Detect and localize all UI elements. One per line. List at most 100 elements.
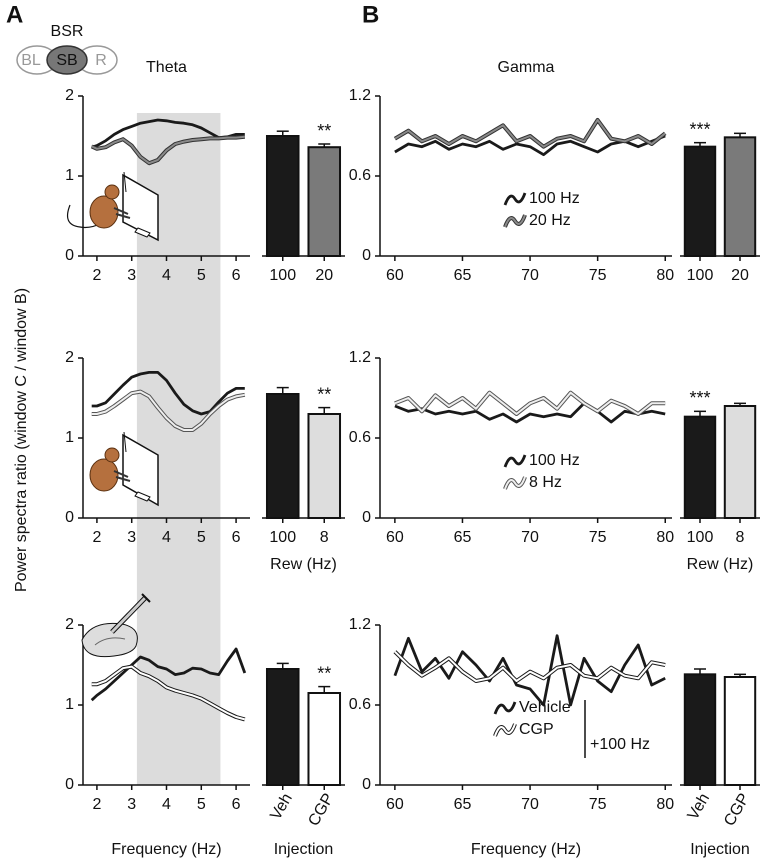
y-tick-label: 0.6 [349, 429, 371, 446]
series-line [394, 401, 666, 424]
series-line-inner [394, 119, 666, 148]
x-tick-label: 5 [197, 267, 206, 284]
y-tick-label: 0.6 [349, 167, 371, 184]
bar [683, 415, 717, 519]
x-tick-label: 4 [162, 267, 171, 284]
y-tick-label: 1 [65, 429, 74, 446]
x-axis-label: Frequency (Hz) [111, 841, 221, 858]
x-axis-label: Injection [690, 841, 750, 858]
x-tick-label: 20 [731, 267, 749, 284]
diagram-title: BSR [51, 23, 84, 40]
bar [683, 145, 717, 258]
significance: *** [689, 119, 710, 139]
x-tick-label: 100 [269, 529, 296, 546]
bar [723, 136, 757, 257]
bsr-diagram: BSR BL SB R [16, 23, 118, 75]
legend-symbol [503, 454, 527, 468]
x-tick-label: 5 [197, 529, 206, 546]
y-tick-label: 1 [65, 167, 74, 184]
y-tick-label: 2 [65, 616, 74, 633]
y-tick-label: 0 [65, 247, 74, 264]
x-tick-label: 60 [386, 267, 404, 284]
series-line-inner [91, 135, 245, 165]
node [46, 45, 88, 75]
y-tick-label: 1 [65, 696, 74, 713]
significance: *** [689, 388, 710, 408]
x-tick-label: 100 [269, 267, 296, 284]
series-line [91, 371, 245, 416]
legend-symbol [503, 192, 527, 206]
x-axis-label: Rew (Hz) [270, 556, 337, 573]
x-axis-label: Frequency (Hz) [471, 841, 581, 858]
x-tick-label: 20 [315, 267, 333, 284]
y-tick-label: 0 [65, 509, 74, 526]
bar [307, 146, 342, 257]
x-tick-label: 80 [656, 796, 674, 813]
y-tick-label: 0.6 [349, 696, 371, 713]
x-tick-label: 4 [162, 529, 171, 546]
series-line [90, 647, 247, 702]
x-tick-label: 75 [589, 796, 607, 813]
x-tick-label: 2 [92, 796, 101, 813]
panel-label: A [6, 1, 23, 28]
bar [265, 135, 300, 257]
x-tick-label: 65 [454, 267, 472, 284]
x-tick-label: 3 [127, 796, 136, 813]
x-tick-label: 75 [589, 529, 607, 546]
legend-label: Vehicle [519, 699, 571, 716]
x-tick-label: 100 [687, 529, 714, 546]
y-tick-label: 0 [362, 776, 371, 793]
legend-label: CGP [519, 721, 554, 738]
x-tick-label: 100 [687, 267, 714, 284]
illustration-injection [81, 593, 151, 658]
x-tick-label: 6 [232, 267, 241, 284]
x-tick-label: 6 [232, 796, 241, 813]
x-tick-label: 8 [320, 529, 329, 546]
legend-symbol-inner [504, 476, 526, 490]
series-line-inner [394, 391, 666, 415]
legend-label: 8 Hz [529, 474, 562, 491]
x-tick-label: 8 [736, 529, 745, 546]
y-tick-label: 1.2 [349, 87, 371, 104]
panel-label: B [362, 1, 379, 28]
illustration-monkey [89, 431, 159, 507]
x-tick-label: 5 [197, 796, 206, 813]
series-line-inner [91, 665, 246, 721]
x-tick-label: 6 [232, 529, 241, 546]
legend-symbol-inner [494, 723, 516, 737]
y-tick-label: 0 [362, 509, 371, 526]
x-tick-label: 2 [92, 267, 101, 284]
x-tick-label: 80 [656, 267, 674, 284]
bar [265, 393, 300, 519]
x-tick-label: 3 [127, 529, 136, 546]
x-tick-label: 70 [521, 529, 539, 546]
bar [683, 673, 717, 786]
bar [265, 668, 300, 786]
x-tick-label: 80 [656, 529, 674, 546]
legend-symbol-inner [504, 214, 526, 228]
legend-note: +100 Hz [590, 736, 650, 753]
y-tick-label: 1.2 [349, 349, 371, 366]
legend-symbol [493, 701, 517, 715]
y-tick-label: 0 [65, 776, 74, 793]
significance: ** [317, 384, 331, 404]
y-tick-label: 1.2 [349, 616, 371, 633]
legend-label: 100 Hz [529, 190, 580, 207]
legend-label: 100 Hz [529, 452, 580, 469]
x-tick-label: 4 [162, 796, 171, 813]
node-label: BL [21, 52, 41, 69]
x-tick-label: 65 [454, 529, 472, 546]
chart-title: Gamma [498, 59, 555, 76]
chart-title: Theta [146, 59, 187, 76]
x-axis-label: Rew (Hz) [687, 556, 754, 573]
y-tick-label: 2 [65, 349, 74, 366]
series-line-inner [394, 650, 666, 682]
node-label: R [95, 52, 107, 69]
y-tick-label: 0 [362, 247, 371, 264]
bar [723, 405, 757, 519]
x-tick-label: 60 [386, 796, 404, 813]
bar [307, 413, 342, 519]
x-tick-label: 3 [127, 267, 136, 284]
